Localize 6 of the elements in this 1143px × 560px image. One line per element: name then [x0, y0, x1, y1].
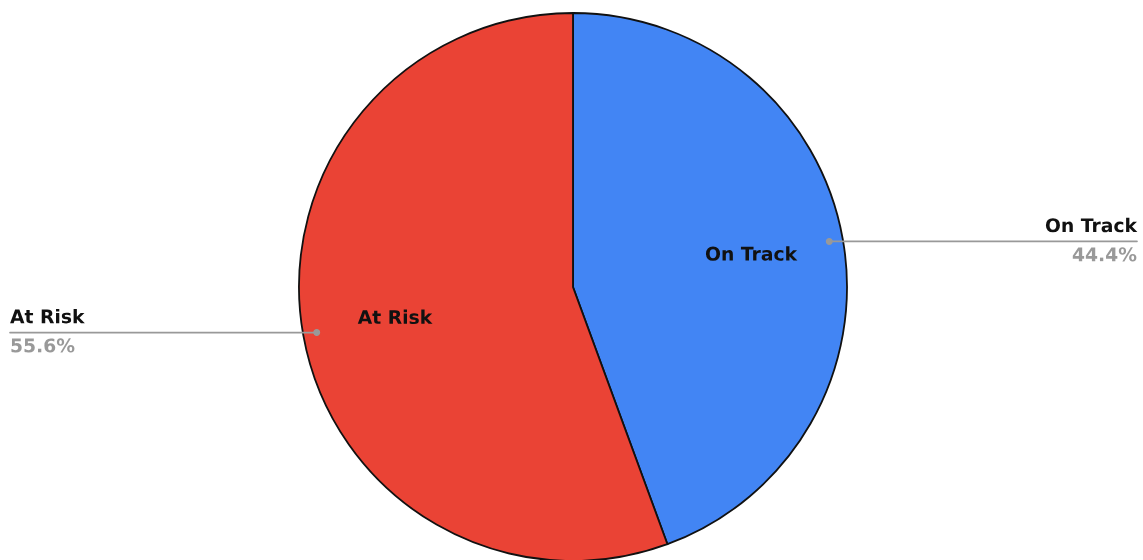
slice-label: At Risk — [10, 308, 85, 324]
data-label: 44.4% — [1072, 247, 1137, 262]
slice-label: On Track — [1045, 217, 1138, 233]
data-label: 55.6% — [11, 338, 75, 353]
slice-label: At Risk — [357, 309, 433, 325]
slice-label: On Track — [705, 246, 798, 261]
